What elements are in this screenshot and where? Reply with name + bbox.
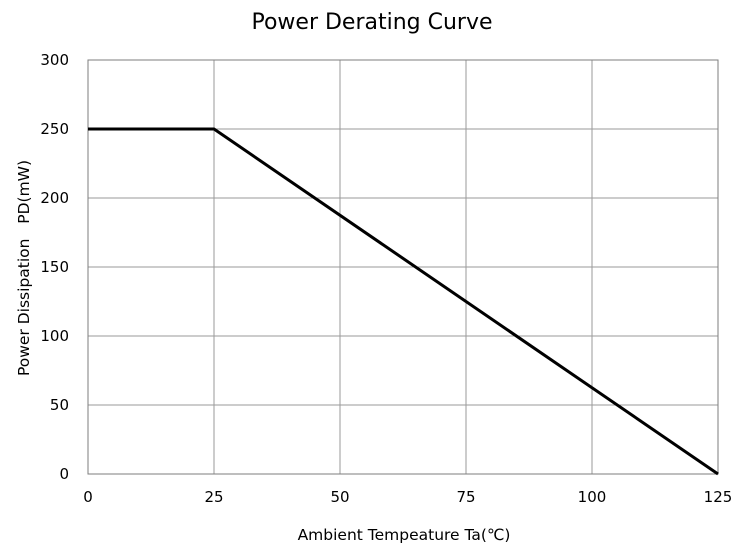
grid-lines	[87, 59, 719, 475]
y-tick-label: 50	[50, 396, 69, 414]
y-tick-label: 300	[40, 51, 69, 69]
y-axis-tick-labels: 0 50 100 150 200 250 300	[40, 51, 69, 483]
x-axis-tick-labels: 0 25 50 75 100 125	[83, 488, 732, 506]
y-tick-label: 100	[40, 327, 69, 345]
plot-area-frame	[87, 59, 719, 475]
x-tick-label: 100	[578, 488, 607, 506]
x-axis-label: Ambient Tempeature Ta(℃)	[298, 526, 511, 544]
y-tick-label: 0	[59, 465, 69, 483]
series-group	[88, 127, 719, 476]
x-tick-label: 125	[704, 488, 733, 506]
x-tick-label: 75	[456, 488, 475, 506]
y-axis-label: Power Dissipation PD(mW)	[15, 160, 33, 376]
x-tick-label: 50	[330, 488, 349, 506]
x-tick-label: 0	[83, 488, 93, 506]
y-tick-label: 250	[40, 120, 69, 138]
chart-title: Power Derating Curve	[251, 10, 492, 35]
derating-curve-line	[88, 127, 719, 476]
x-tick-label: 25	[204, 488, 223, 506]
y-tick-label: 200	[40, 189, 69, 207]
y-tick-label: 150	[40, 258, 69, 276]
